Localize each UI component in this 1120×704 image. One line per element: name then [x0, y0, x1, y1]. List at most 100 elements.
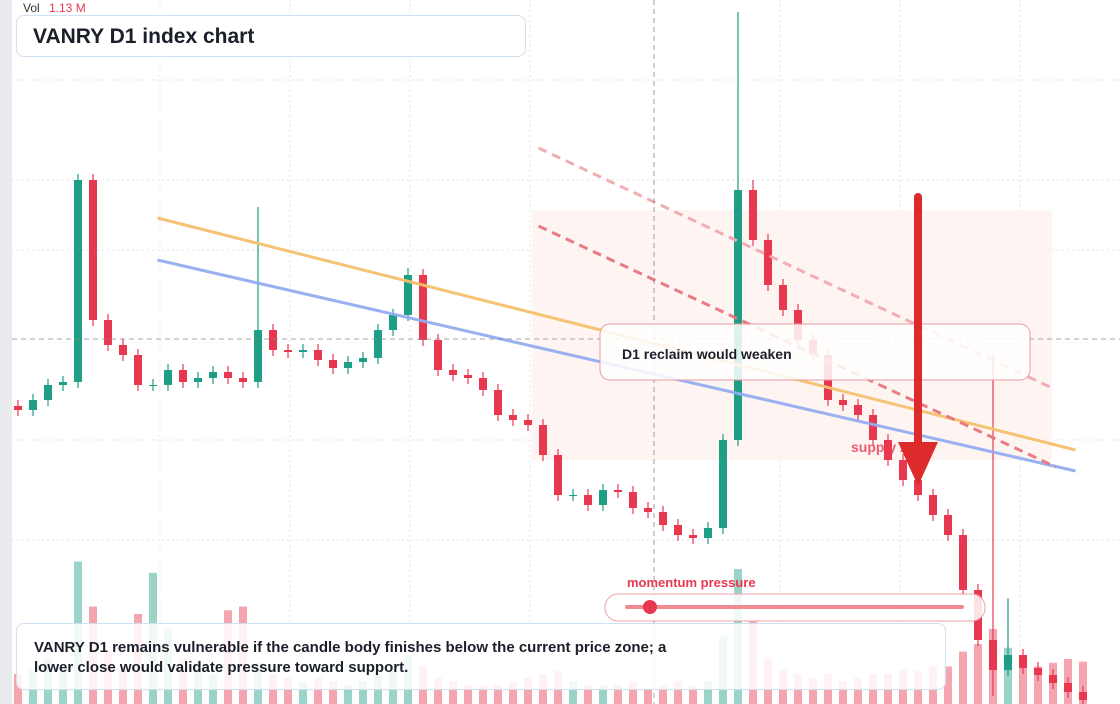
- candle-body: [899, 460, 907, 480]
- candle-body: [464, 375, 472, 378]
- candle-body: [44, 385, 52, 400]
- volume-bar: [1079, 661, 1087, 704]
- volume-bar: [14, 674, 22, 704]
- candle-body: [209, 372, 217, 378]
- candle-body: [569, 495, 577, 496]
- candle-body: [1019, 655, 1027, 668]
- candle-body: [914, 480, 922, 495]
- volume-bar: [1034, 666, 1042, 704]
- volume-bar: [659, 685, 667, 704]
- candle-body: [704, 528, 712, 538]
- candle-layer: [14, 12, 1087, 704]
- candle-body: [1064, 683, 1072, 692]
- candle-body: [539, 425, 547, 455]
- volume-bar: [434, 677, 442, 704]
- candle-body: [134, 355, 142, 385]
- volume-bar: [494, 685, 502, 704]
- candle-body: [299, 350, 307, 352]
- candle-body: [374, 330, 382, 358]
- volume-bar: [944, 666, 952, 704]
- candle-body: [254, 330, 262, 382]
- candle-body: [869, 415, 877, 440]
- candle-body: [1079, 692, 1087, 700]
- candle-body: [689, 535, 697, 538]
- volume-bar: [839, 681, 847, 704]
- candle-body: [164, 370, 172, 385]
- volume-bar: [974, 644, 982, 704]
- candle-body: [944, 515, 952, 535]
- candle-body: [269, 330, 277, 350]
- candle-body: [1034, 668, 1042, 675]
- candle-body: [239, 378, 247, 382]
- candle-body: [644, 508, 652, 512]
- volume-bar: [449, 681, 457, 704]
- volume-bar: [599, 685, 607, 704]
- volume-bar: [1019, 659, 1027, 704]
- candle-body: [74, 180, 82, 382]
- down-arrow: [898, 193, 938, 486]
- candle-body: [14, 406, 22, 410]
- candle-body: [224, 372, 232, 378]
- note-text: VANRY D1 remains vulnerable if the candl…: [34, 639, 667, 676]
- candle-body: [674, 525, 682, 535]
- volume-label: Vol: [23, 1, 40, 15]
- candle-body: [389, 315, 397, 330]
- volume-bar: [674, 681, 682, 704]
- volume-value: 1.13 M: [49, 1, 86, 15]
- candle-body: [494, 390, 502, 415]
- candle-body: [314, 350, 322, 360]
- candle-body: [29, 400, 37, 410]
- title-box: VANRY D1 index chart: [16, 15, 526, 57]
- volume-bar: [509, 681, 517, 704]
- candle-body: [89, 180, 97, 320]
- candle-body: [179, 370, 187, 382]
- candle-body: [884, 440, 892, 460]
- volume-bar: [344, 685, 352, 704]
- volume-bar: [629, 681, 637, 704]
- volume-bar: [329, 681, 337, 704]
- candle-body: [359, 358, 367, 362]
- candle-body: [779, 285, 787, 310]
- volume-bar: [959, 651, 967, 704]
- volume-bar: [809, 677, 817, 704]
- candle-body: [434, 340, 442, 370]
- volume-bar: [614, 685, 622, 704]
- chart-title: VANRY D1 index chart: [33, 25, 255, 48]
- candle-body: [1004, 655, 1012, 670]
- candle-body: [1049, 675, 1057, 683]
- callout-text: D1 reclaim would weaken: [622, 346, 792, 362]
- candle-body: [554, 455, 562, 495]
- candle-body: [524, 420, 532, 425]
- candle-body: [629, 492, 637, 508]
- candle-body: [344, 362, 352, 368]
- volume-bar: [464, 685, 472, 704]
- candle-body: [329, 360, 337, 368]
- candle-body: [659, 512, 667, 525]
- candle-body: [509, 415, 517, 420]
- candle-body: [749, 190, 757, 240]
- candle-body: [959, 535, 967, 590]
- candle-body: [104, 320, 112, 345]
- candle-body: [584, 495, 592, 505]
- candle-body: [764, 240, 772, 285]
- volume-bar: [314, 677, 322, 704]
- candle-body: [404, 275, 412, 315]
- note-box: VANRY D1 remains vulnerable if the candl…: [16, 623, 946, 690]
- volume-bar: [644, 689, 652, 704]
- volume-bar: [704, 681, 712, 704]
- candle-body: [989, 640, 997, 670]
- candle-body: [734, 190, 742, 440]
- candle-body: [119, 345, 127, 355]
- callout-box: [599, 323, 1031, 381]
- candle-body: [839, 400, 847, 405]
- candle-body: [719, 440, 727, 528]
- volume-bar: [584, 685, 592, 704]
- volume-bar: [299, 681, 307, 704]
- candle-body: [599, 490, 607, 505]
- candle-body: [59, 382, 67, 385]
- candle-body: [479, 378, 487, 390]
- candle-body: [284, 350, 292, 352]
- volume-bar: [689, 685, 697, 704]
